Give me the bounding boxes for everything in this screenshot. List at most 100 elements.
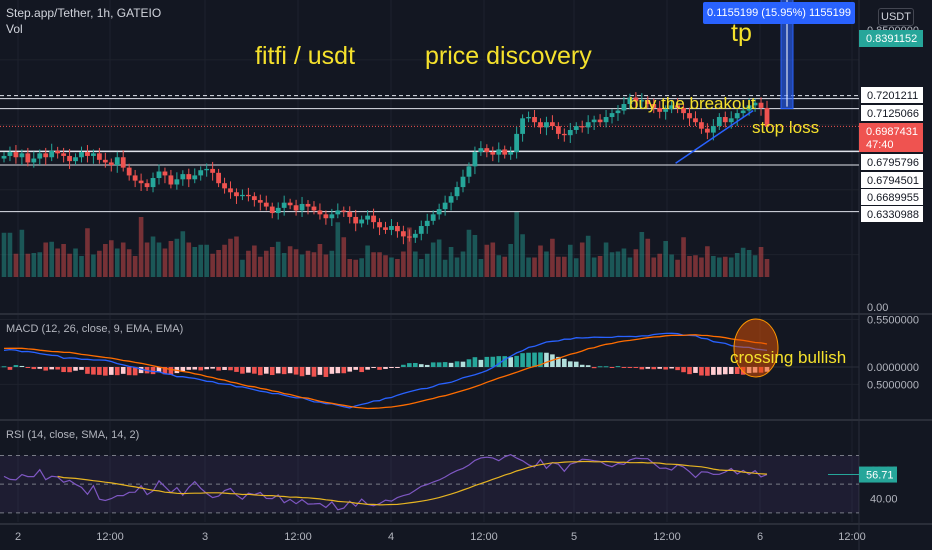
candle-body — [520, 118, 526, 134]
rsi-label[interactable]: RSI (14, close, SMA, 14, 2) — [6, 429, 140, 441]
volume-bar — [162, 248, 168, 277]
volume-bar — [436, 239, 442, 277]
volume-bar — [144, 242, 150, 277]
macd-hist-bar — [562, 358, 567, 367]
volume-bar — [508, 244, 513, 277]
level-lines — [0, 95, 859, 213]
volume-bar — [711, 256, 716, 277]
candle-body — [126, 167, 132, 176]
candle-body — [210, 168, 216, 173]
volume-bar — [448, 247, 454, 277]
candle-body — [305, 203, 311, 207]
candle-body — [7, 152, 13, 156]
candle-body — [496, 149, 502, 155]
trend-line — [675, 109, 754, 164]
candle-body — [734, 113, 740, 119]
volume-bar — [442, 259, 448, 277]
macd-hist-bar — [317, 367, 323, 375]
macd-label[interactable]: MACD (12, 26, close, 9, EMA, EMA) — [6, 323, 184, 335]
macd-hist-bar — [657, 367, 663, 369]
candle-body — [561, 133, 567, 136]
macd-hist-bar — [204, 367, 209, 370]
candle-body — [234, 192, 239, 197]
currency-badge[interactable]: USDT — [878, 8, 914, 26]
macd-hist-bar — [567, 361, 573, 367]
macd-hist-bar — [79, 367, 84, 370]
volume-bar — [627, 257, 633, 277]
vol-label: Vol — [6, 22, 23, 36]
macd-hist-bar — [198, 367, 204, 371]
drawings — [675, 0, 794, 164]
annotation-buy: buy the breakout — [629, 94, 756, 113]
volume-bar — [186, 242, 192, 277]
macd-hist-bar — [466, 359, 472, 367]
volume-bar — [734, 253, 740, 277]
candle-body — [150, 178, 156, 188]
macd-hist-bar — [293, 367, 299, 375]
candle-body — [633, 97, 639, 102]
volume-bar — [538, 245, 543, 277]
macd-hist-bar — [222, 367, 227, 370]
volume-bar — [287, 246, 293, 277]
volume-bar — [353, 259, 358, 277]
macd-hist-bar — [13, 365, 19, 367]
candle-body — [436, 209, 442, 215]
macd-hist-bar — [591, 367, 597, 369]
macd-hist-bar — [585, 365, 591, 367]
price-tick-label: 0.8000000 — [867, 0, 919, 2]
macd-hist-bar — [651, 367, 657, 370]
volume-bar — [371, 252, 376, 277]
level-tag-box — [861, 206, 923, 222]
volume-bar — [299, 254, 305, 277]
macd-hist-bar — [430, 362, 436, 367]
candle-body — [430, 214, 436, 221]
volume-bar — [544, 251, 549, 277]
candle-body — [389, 226, 394, 230]
volume-bar — [597, 256, 603, 277]
candle-body — [651, 104, 657, 108]
macd-hist-bar — [496, 356, 502, 367]
volume-bar — [472, 235, 478, 277]
candle-body — [49, 150, 55, 158]
candle-body — [96, 153, 102, 160]
volume-bar — [478, 259, 484, 277]
price-axis[interactable]: 0.85000000.80000000.55000000.50000000.00… — [859, 0, 923, 506]
time-axis[interactable]: 2 12:00 3 12:00 4 12:00 5 12:00 6 12:00 — [15, 531, 866, 543]
volume-bar — [329, 250, 335, 277]
macd-hist-bar — [681, 367, 686, 373]
macd-zero-label: 0.0000000 — [867, 362, 919, 374]
macd-hist-bar — [132, 367, 138, 376]
volume-bar — [305, 250, 311, 277]
candle-body — [478, 148, 484, 153]
macd-hist-bar — [460, 361, 466, 367]
volume-bar — [269, 247, 275, 277]
candle-body — [466, 166, 472, 177]
candle-body — [681, 107, 686, 114]
candle-body — [102, 159, 108, 163]
candle-body — [758, 102, 764, 108]
candle-body — [269, 206, 275, 214]
macd-hist-bar — [621, 367, 627, 368]
candle-body — [567, 129, 573, 136]
macd-hist-bar — [395, 367, 400, 368]
macd-hist-bar — [228, 367, 233, 371]
candle-body — [180, 174, 186, 180]
candle-body — [603, 117, 609, 123]
candle-body — [371, 215, 376, 223]
volume-bar — [526, 257, 531, 277]
candle-body — [699, 122, 704, 129]
candle-body — [138, 180, 144, 184]
candle-body — [460, 176, 466, 188]
candle-body — [79, 152, 84, 158]
rsi-ma-line — [57, 460, 768, 506]
volume-bar — [430, 242, 436, 277]
volume-bar — [621, 248, 627, 277]
volume-bar — [722, 256, 728, 277]
volume-bar — [228, 238, 233, 277]
volume-bar — [13, 253, 19, 277]
candle-body — [621, 104, 627, 111]
candle-body — [341, 210, 347, 212]
level-tag-box — [861, 87, 923, 103]
